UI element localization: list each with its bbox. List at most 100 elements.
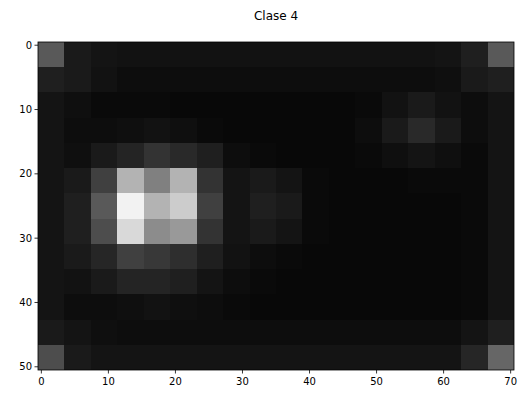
x-tick-label: 0 [38, 376, 44, 387]
heatmap-cell [197, 244, 224, 270]
heatmap-cell [223, 345, 250, 370]
heatmap-cell [382, 92, 409, 118]
heatmap-cell [250, 320, 277, 346]
heatmap-cell [329, 168, 356, 194]
heatmap-cell [144, 294, 171, 320]
heatmap-cell [408, 269, 435, 295]
heatmap-cell [144, 67, 171, 93]
heatmap-cell [355, 193, 382, 219]
heatmap-cell [355, 320, 382, 346]
heatmap-cell [488, 168, 514, 194]
heatmap-cell [355, 244, 382, 270]
heatmap-cell [488, 92, 514, 118]
heatmap-cell [38, 294, 65, 320]
heatmap-cell [276, 244, 303, 270]
x-tick-label: 50 [370, 376, 383, 387]
heatmap-cell [64, 320, 91, 346]
heatmap-cell [435, 67, 462, 93]
heatmap-cell [302, 244, 329, 270]
heatmap-cell [223, 143, 250, 169]
y-tick-label: 10 [19, 104, 32, 115]
heatmap-cell [276, 92, 303, 118]
x-tick-label: 30 [236, 376, 249, 387]
heatmap-cell [329, 219, 356, 245]
heatmap-cell [435, 92, 462, 118]
heatmap-cell [170, 42, 197, 68]
heatmap-cell [91, 345, 118, 370]
heatmap-cell [435, 118, 462, 144]
heatmap-cell [223, 219, 250, 245]
heatmap-cell [408, 118, 435, 144]
heatmap-cell [435, 320, 462, 346]
heatmap-cell [435, 193, 462, 219]
heatmap-cell [117, 118, 144, 144]
heatmap-cell [302, 143, 329, 169]
heatmap-cell [91, 168, 118, 194]
heatmap-cell [408, 168, 435, 194]
heatmap-cell [461, 269, 488, 295]
heatmap-cell [329, 269, 356, 295]
heatmap-cell [197, 193, 224, 219]
heatmap-cell [197, 269, 224, 295]
heatmap-cell [382, 219, 409, 245]
heatmap-cell [435, 294, 462, 320]
heatmap-cell [250, 168, 277, 194]
heatmap-cell [250, 294, 277, 320]
heatmap-cell [382, 67, 409, 93]
heatmap-cell [461, 320, 488, 346]
x-tick-label: 20 [169, 376, 182, 387]
heatmap-cell [461, 219, 488, 245]
x-tick [242, 370, 243, 374]
heatmap-cell [38, 193, 65, 219]
heatmap-cell [170, 244, 197, 270]
heatmap-cell [276, 42, 303, 68]
heatmap-cell [329, 67, 356, 93]
heatmap-cells [38, 42, 514, 370]
heatmap-cell [64, 219, 91, 245]
heatmap-cell [144, 320, 171, 346]
heatmap-cell [117, 67, 144, 93]
heatmap-cell [117, 244, 144, 270]
heatmap-cell [117, 143, 144, 169]
heatmap-cell [329, 143, 356, 169]
heatmap-cell [355, 345, 382, 370]
heatmap-cell [64, 143, 91, 169]
heatmap-cell [461, 294, 488, 320]
heatmap-cell [223, 269, 250, 295]
heatmap-cell [435, 244, 462, 270]
heatmap-cell [302, 345, 329, 370]
heatmap-cell [91, 118, 118, 144]
heatmap-cell [488, 193, 514, 219]
heatmap-cell [144, 244, 171, 270]
heatmap-cell [408, 42, 435, 68]
heatmap-cell [382, 244, 409, 270]
heatmap-cell [117, 42, 144, 68]
heatmap-cell [488, 42, 514, 68]
heatmap-cell [302, 118, 329, 144]
heatmap-cell [435, 219, 462, 245]
y-tick-label: 0 [26, 40, 32, 51]
heatmap-cell [488, 345, 514, 370]
heatmap-cell [250, 193, 277, 219]
x-tick [309, 370, 310, 374]
y-tick-label: 50 [19, 361, 32, 372]
heatmap-cell [408, 345, 435, 370]
heatmap-cell [250, 67, 277, 93]
heatmap-cell [461, 193, 488, 219]
heatmap-cell [382, 168, 409, 194]
heatmap-cell [144, 118, 171, 144]
heatmap-cell [435, 143, 462, 169]
heatmap-cell [170, 92, 197, 118]
y-tick [35, 238, 39, 239]
heatmap-cell [170, 219, 197, 245]
heatmap-cell [382, 143, 409, 169]
heatmap-cell [223, 320, 250, 346]
heatmap-cell [223, 92, 250, 118]
heatmap-cell [329, 320, 356, 346]
heatmap-cell [276, 67, 303, 93]
heatmap-cell [408, 294, 435, 320]
heatmap-cell [38, 320, 65, 346]
heatmap-cell [197, 92, 224, 118]
heatmap-cell [355, 42, 382, 68]
heatmap-cell [38, 118, 65, 144]
